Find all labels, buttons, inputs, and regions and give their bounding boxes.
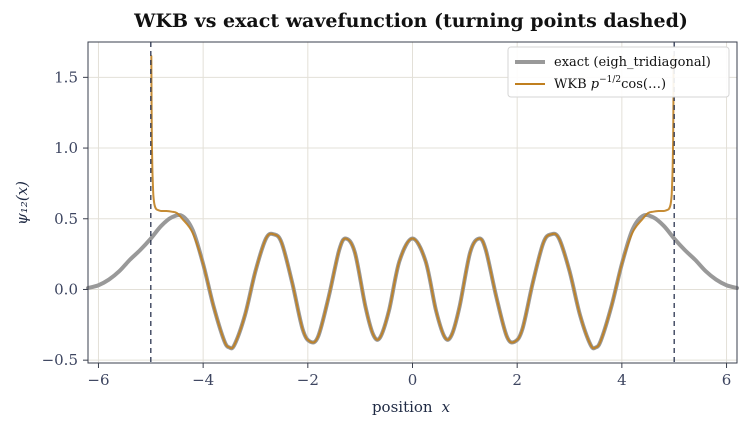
x-tick-label: 2: [512, 371, 522, 389]
y-tick-label: −0.5: [42, 351, 78, 369]
legend: exact (eigh_tridiagonal) WKB p−1/2cos(…): [507, 46, 730, 98]
x-tick-label: 4: [617, 371, 627, 389]
y-tick-label: 1.0: [54, 139, 78, 157]
axis-ticks: −6 −4 −2 0 2 4 6 −0.5 0.0 0.5 1.0 1.5: [42, 68, 732, 389]
x-tick-label: −4: [192, 371, 214, 389]
chart-title: WKB vs exact wavefunction (turning point…: [133, 10, 688, 32]
wkb-series-line: [150, 55, 675, 350]
x-tick-label: −2: [297, 371, 319, 389]
x-axis-label-text: position: [372, 398, 433, 416]
x-tick-label: 0: [408, 371, 418, 389]
x-axis-label: position x: [372, 398, 451, 416]
y-tick-label: 0.0: [54, 280, 78, 298]
x-axis-label-variable: x: [442, 398, 451, 416]
x-tick-label: 6: [722, 371, 732, 389]
y-tick-label: 0.5: [54, 210, 78, 228]
plot-area: [86, 55, 739, 351]
y-tick-label: 1.5: [54, 68, 78, 86]
legend-label-exact: exact (eigh_tridiagonal): [554, 55, 711, 70]
legend-box: [507, 46, 730, 98]
y-axis-label: ψ₁₂(x): [13, 181, 31, 225]
legend-label-wkb: WKB p−1/2cos(…): [554, 75, 666, 92]
x-tick-label: −6: [87, 371, 109, 389]
